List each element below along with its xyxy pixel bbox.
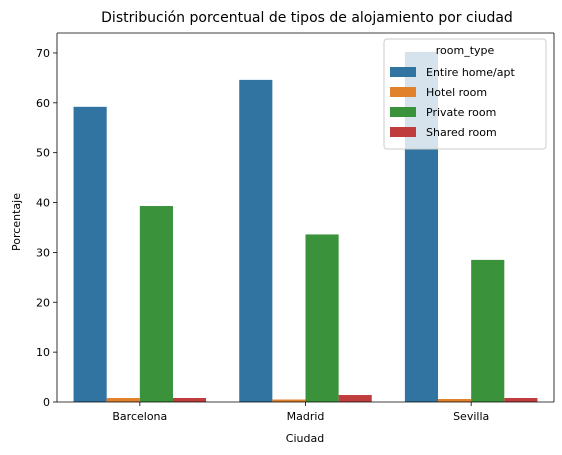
bar-private-room-madrid — [305, 234, 339, 402]
legend-item-label: Shared room — [426, 126, 497, 139]
y-axis-label: Porcentaje — [10, 193, 23, 251]
legend-swatch — [390, 87, 416, 97]
bar-shared-room-barcelona — [172, 398, 207, 402]
legend-item-label: Hotel room — [426, 86, 487, 99]
legend-swatch — [390, 107, 416, 117]
bar-shared-room-sevilla — [504, 398, 538, 402]
plot-area: 0 10 20 30 40 50 60 70 Barcelona Madrid Sevilla roo… — [36, 32, 555, 423]
y-tick-label: 70 — [36, 47, 50, 60]
x-axis-label: Ciudad — [286, 432, 324, 445]
bar-entire-home-apt-barcelona — [73, 106, 107, 403]
y-tick-label: 40 — [36, 197, 50, 210]
chart-title: Distribución porcentual de tipos de aloj… — [101, 10, 513, 26]
y-tick-label: 60 — [36, 97, 50, 110]
y-tick-label: 30 — [36, 246, 50, 259]
bar-hotel-room-barcelona — [106, 398, 140, 402]
x-tick-label: Madrid — [287, 410, 325, 423]
y-tick-label: 0 — [43, 396, 50, 409]
bar-shared-room-madrid — [338, 395, 372, 402]
bar-entire-home-apt-madrid — [239, 79, 273, 402]
x-tick-label: Sevilla — [453, 410, 489, 423]
legend-item-label: Entire home/apt — [426, 66, 515, 79]
y-tick-label: 20 — [36, 296, 50, 309]
legend-item-label: Private room — [426, 106, 496, 119]
x-tick-label: Barcelona — [112, 410, 167, 423]
bar-hotel-room-sevilla — [438, 399, 472, 402]
legend-box — [383, 38, 547, 150]
y-tick-label: 10 — [36, 346, 50, 359]
legend-title: room_type — [436, 44, 495, 57]
bar-private-room-sevilla — [471, 259, 505, 402]
bar-private-room-barcelona — [139, 206, 173, 402]
y-tick-label: 50 — [36, 147, 50, 160]
bar-hotel-room-madrid — [272, 399, 306, 402]
legend-swatch — [390, 127, 416, 137]
legend-swatch — [390, 67, 416, 77]
